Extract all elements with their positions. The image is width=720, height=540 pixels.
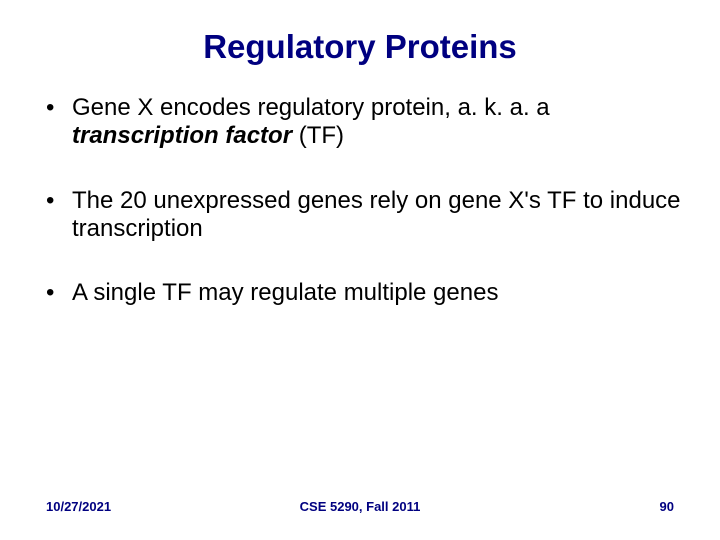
bullet-list: Gene X encodes regulatory protein, a. k.…: [30, 94, 690, 308]
bullet-text-pre: A single TF may regulate multiple genes: [72, 279, 498, 306]
footer-course: CSE 5290, Fall 2011: [300, 499, 421, 514]
footer-date: 10/27/2021: [46, 499, 111, 514]
slide-title: Regulatory Proteins: [30, 28, 690, 66]
slide: Regulatory Proteins Gene X encodes regul…: [0, 0, 720, 540]
bullet-text-pre: The 20 unexpressed genes rely on gene X'…: [72, 187, 681, 242]
list-item: A single TF may regulate multiple genes: [44, 279, 690, 307]
bullet-text-post: (TF): [292, 122, 344, 149]
footer: 10/27/2021 CSE 5290, Fall 2011 90: [0, 499, 720, 514]
bullet-text-pre: Gene X encodes regulatory protein, a. k.…: [72, 94, 550, 121]
bullet-text-emph: transcription factor: [72, 122, 292, 149]
list-item: Gene X encodes regulatory protein, a. k.…: [44, 94, 690, 151]
list-item: The 20 unexpressed genes rely on gene X'…: [44, 187, 690, 244]
footer-page-number: 90: [660, 499, 674, 514]
